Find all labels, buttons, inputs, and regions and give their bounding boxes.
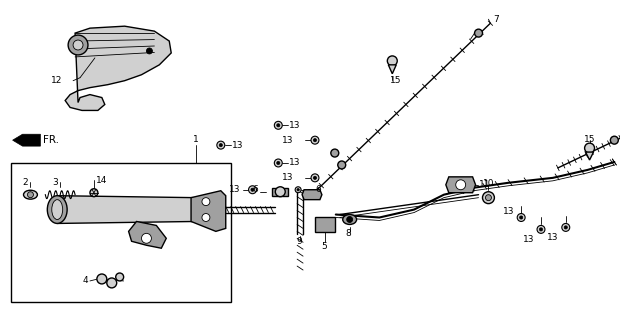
Circle shape [141,233,151,243]
Circle shape [97,274,107,284]
Circle shape [107,278,117,288]
Circle shape [68,35,88,55]
Circle shape [217,141,225,149]
Text: 10: 10 [483,179,494,188]
Circle shape [146,48,153,54]
Circle shape [331,149,339,157]
Text: 3: 3 [52,178,58,187]
Circle shape [540,228,543,231]
Circle shape [311,136,319,144]
Bar [315,217,335,232]
Text: 1: 1 [193,135,199,144]
Polygon shape [446,177,475,193]
Circle shape [249,186,257,194]
Text: 13: 13 [289,121,301,130]
Circle shape [27,192,34,198]
Text: 13: 13 [523,235,534,244]
Circle shape [564,226,568,229]
Text: 5: 5 [321,242,327,251]
Circle shape [313,176,316,180]
Text: 15: 15 [389,76,401,85]
Polygon shape [586,152,594,160]
Bar [11,163,231,302]
Text: —6: —6 [308,185,323,194]
Text: 12: 12 [51,76,62,85]
Polygon shape [65,26,171,110]
Circle shape [346,217,353,222]
Circle shape [313,139,316,142]
Circle shape [202,213,210,221]
Text: 13: 13 [548,233,559,242]
Circle shape [338,161,346,169]
Text: 2: 2 [22,178,28,187]
Circle shape [116,273,123,281]
Ellipse shape [24,190,37,199]
Circle shape [456,180,465,190]
Text: 11: 11 [478,180,490,189]
Text: 13: 13 [232,140,243,150]
Text: 13: 13 [282,136,293,145]
Circle shape [611,136,618,144]
Circle shape [275,187,285,197]
Text: 13: 13 [229,185,240,194]
Polygon shape [128,221,166,248]
Text: 6: 6 [253,185,259,194]
Text: 9: 9 [296,237,302,246]
Circle shape [251,188,254,191]
Circle shape [277,161,280,164]
Ellipse shape [52,200,63,220]
Text: 14: 14 [96,176,107,185]
Circle shape [202,198,210,206]
Ellipse shape [47,196,67,223]
Polygon shape [191,191,226,231]
Circle shape [475,29,482,37]
Circle shape [297,188,299,191]
Circle shape [274,121,282,129]
Polygon shape [388,65,396,74]
Text: 13: 13 [289,158,301,167]
Circle shape [388,56,397,66]
Circle shape [562,223,570,231]
Ellipse shape [343,214,356,224]
Text: 13: 13 [503,207,514,216]
Circle shape [277,124,280,127]
Text: 15: 15 [584,135,596,144]
Text: 4: 4 [82,276,88,285]
Circle shape [219,144,222,147]
Circle shape [311,174,319,182]
Circle shape [482,192,495,204]
Circle shape [274,159,282,167]
Polygon shape [302,190,322,200]
Polygon shape [12,134,40,146]
Circle shape [537,225,545,233]
Circle shape [295,187,301,193]
Circle shape [517,213,525,221]
Circle shape [485,195,492,201]
Text: 13: 13 [282,173,293,182]
Circle shape [90,189,98,197]
Circle shape [73,40,83,50]
Text: 8: 8 [346,229,351,238]
Text: FR.: FR. [44,135,59,145]
Polygon shape [57,196,196,223]
Text: 7: 7 [493,15,499,24]
Bar [272,188,288,196]
Circle shape [520,216,523,219]
Circle shape [584,143,594,153]
